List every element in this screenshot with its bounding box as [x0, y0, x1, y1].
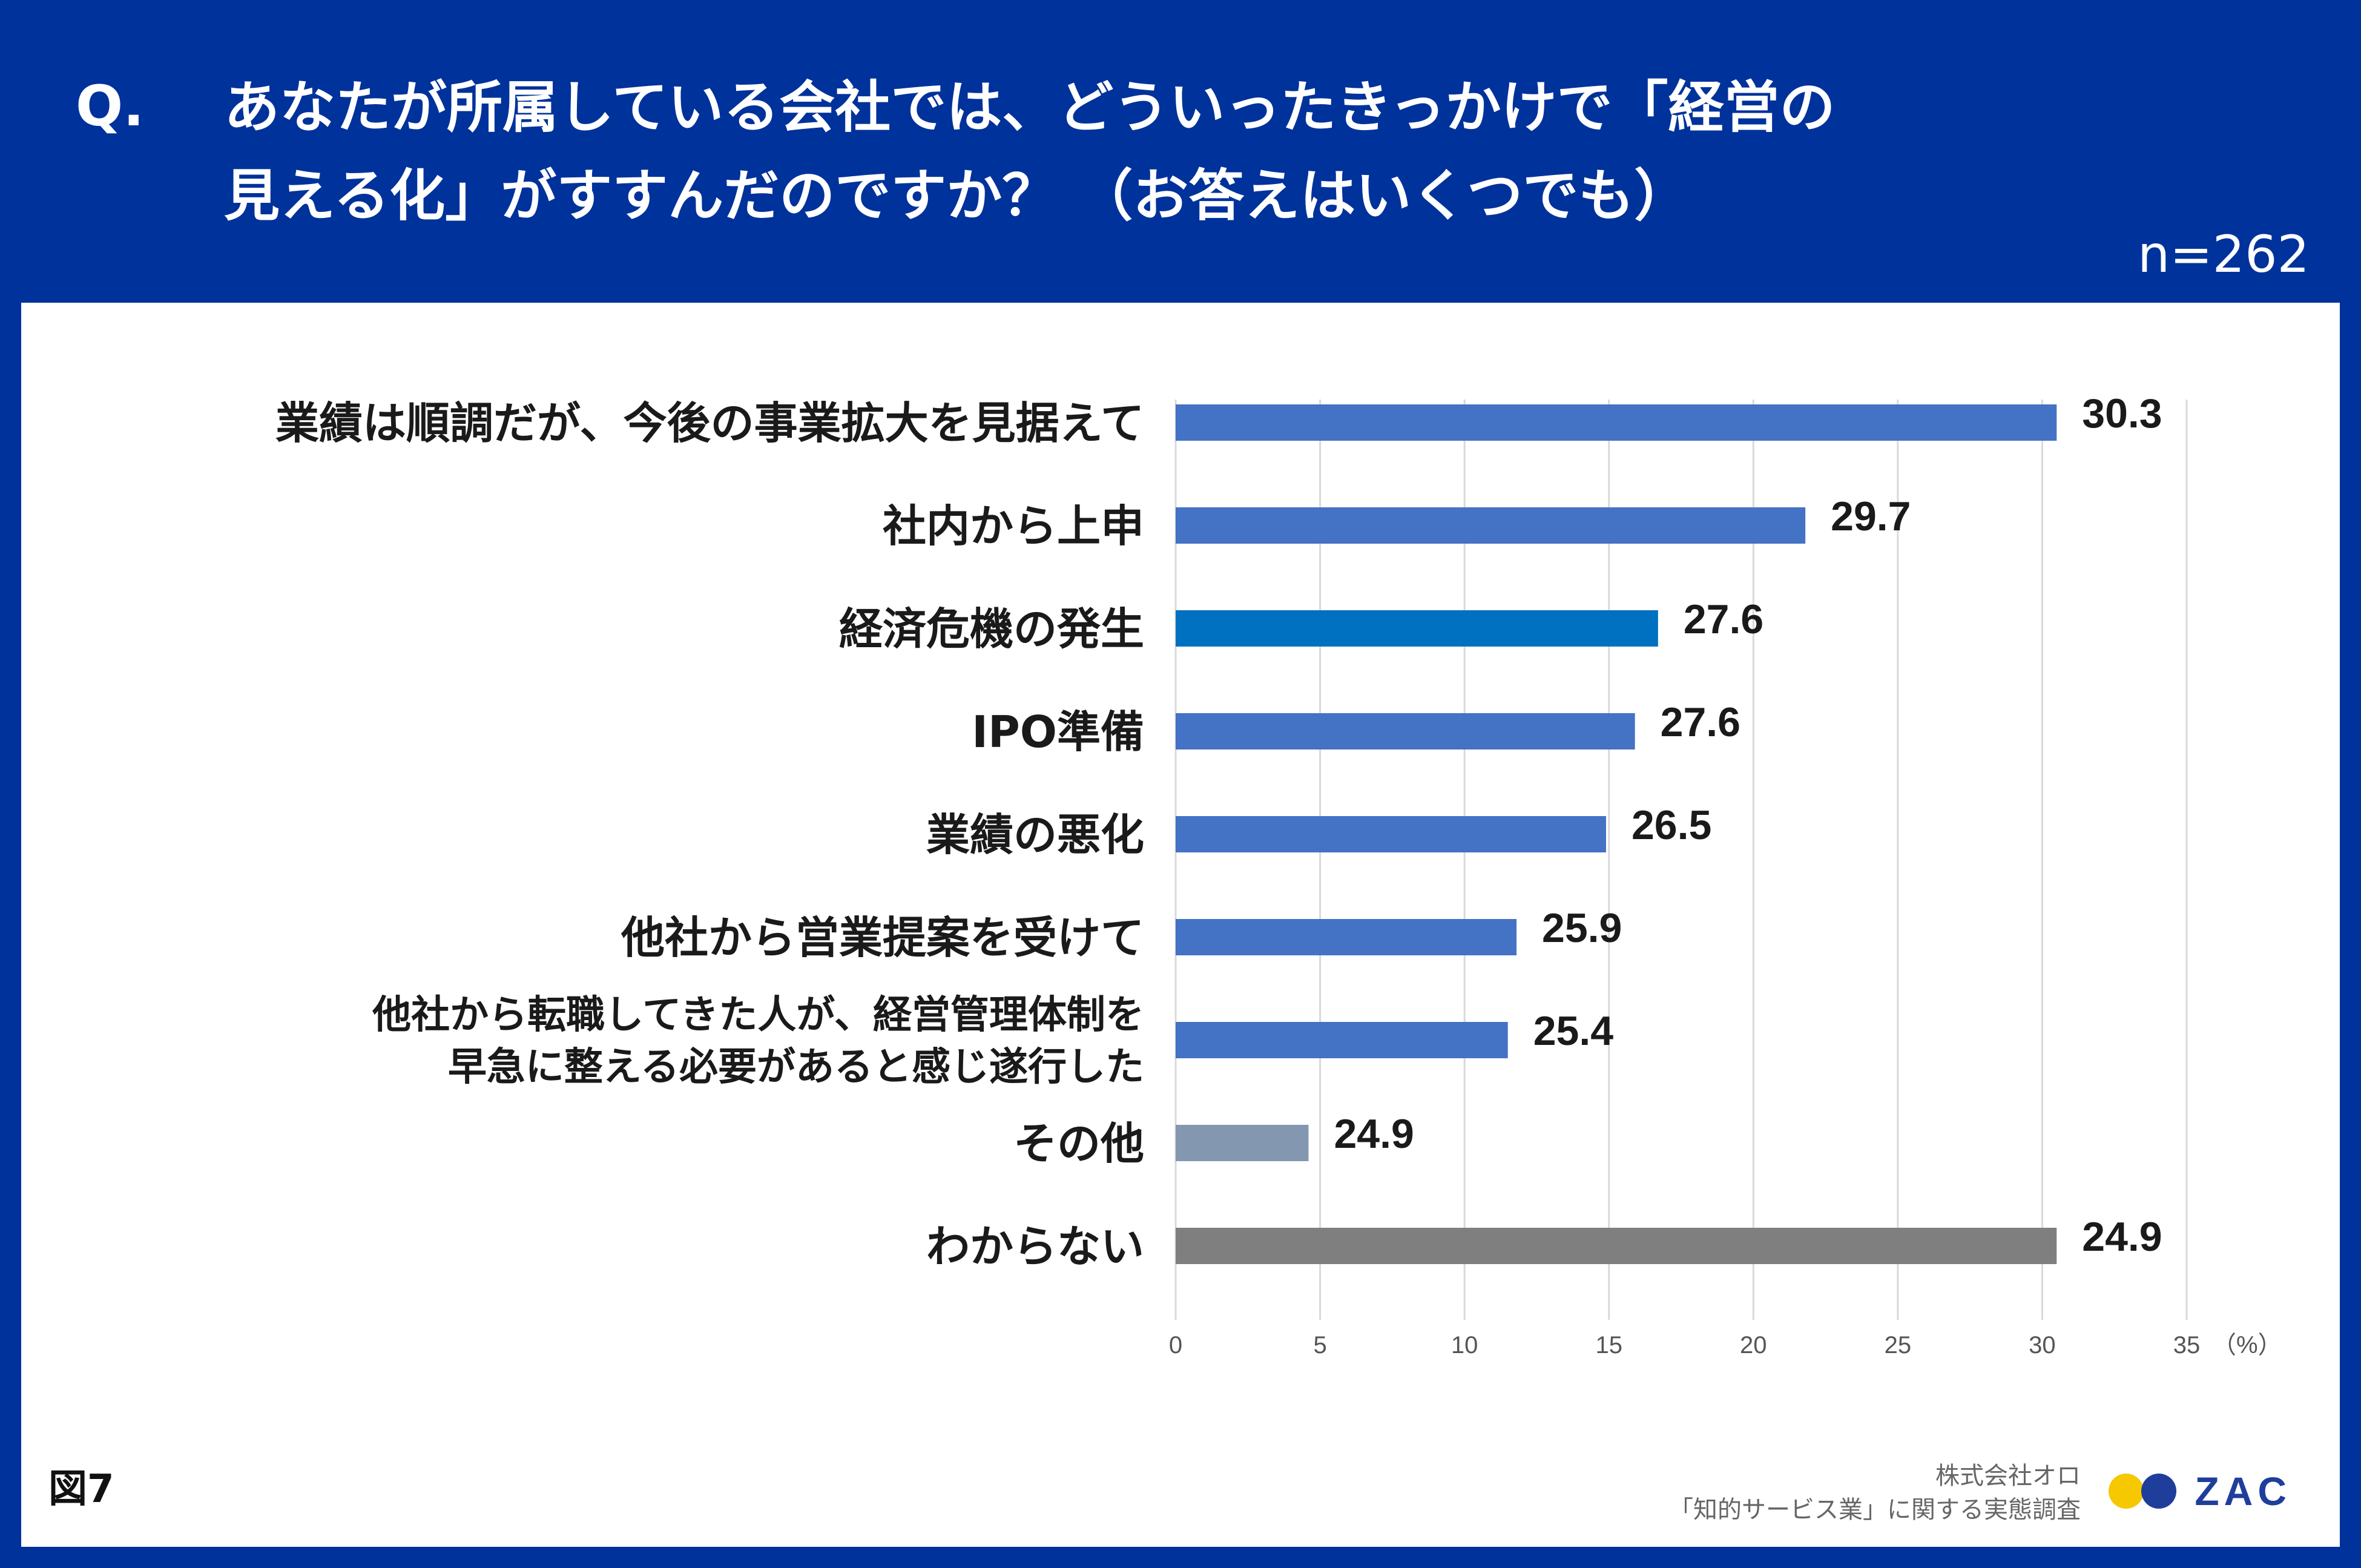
category-label: 他社から営業提案を受けて: [621, 912, 1144, 963]
x-tick-label: 30: [2029, 1332, 2056, 1359]
brand-name: ZAC: [2195, 1469, 2291, 1514]
x-tick-label: 0: [1169, 1332, 1182, 1359]
bar: [1176, 610, 1658, 647]
value-label: 25.9: [1542, 905, 1622, 951]
category-label: わからない: [926, 1221, 1144, 1272]
figure-label: 図7: [48, 1467, 114, 1512]
category-label: 業績の悪化: [926, 809, 1144, 860]
value-label: 24.9: [1334, 1111, 1414, 1157]
bar: [1176, 816, 1606, 852]
value-label: 26.5: [1632, 802, 1711, 848]
bar-chart: 0 5 10 15 20 25 30 35 （%） 業績は順調だが、今後の事業拡大を見据えて 30.…: [275, 390, 2282, 1359]
brand-logo: ZAC: [2109, 1468, 2291, 1514]
question-mark: Q.: [76, 74, 145, 139]
bar: [1176, 404, 2057, 441]
value-label: 27.6: [1661, 699, 1740, 745]
yellow-dot-icon: [2109, 1474, 2144, 1509]
header: Q. あなたが所属している会社では、どういったきっかけで「経営の 見える化」がす…: [0, 0, 2361, 303]
x-tick-label: 20: [1740, 1332, 1767, 1359]
bar: [1176, 1022, 1508, 1058]
x-tick-label: 25: [1885, 1332, 1912, 1359]
chart-panel: 0 5 10 15 20 25 30 35 （%） 業績は順調だが、今後の事業拡大を見据えて 30.…: [21, 303, 2340, 1547]
value-label: 29.7: [1831, 493, 1911, 539]
category-label: その他: [1013, 1118, 1144, 1169]
question-text-line1: あなたが所属している会社では、どういったきっかけで「経営の: [224, 75, 1836, 140]
category-label: IPO準備: [972, 707, 1144, 757]
category-label: 業績は順調だが、今後の事業拡大を見据えて: [275, 398, 1144, 449]
bar: [1176, 1125, 1309, 1161]
blue-dot-icon: [2141, 1474, 2177, 1509]
bar: [1176, 713, 1635, 749]
bar: [1176, 919, 1517, 955]
value-label: 30.3: [2082, 390, 2162, 436]
value-label: 27.6: [1684, 596, 1763, 642]
question-text-line2: 見える化」がすすんだのですか？ （お答えはいくつでも）: [224, 163, 1690, 228]
bar: [1176, 507, 1806, 544]
sample-size: n=262: [2138, 225, 2310, 284]
category-label: 経済危機の発生: [839, 604, 1144, 654]
category-label: 早急に整える必要があると感じ遂行した: [448, 1045, 1144, 1090]
category-label: 他社から転職してきた人が、経営管理体制を: [372, 993, 1144, 1038]
value-label: 25.4: [1533, 1008, 1614, 1054]
x-tick-label: 15: [1595, 1332, 1622, 1359]
source-survey: 「知的サービス業」に関する実態調査: [1669, 1496, 2081, 1524]
bar: [1176, 1228, 2057, 1264]
x-tick-label: 10: [1451, 1332, 1478, 1359]
x-unit-label: （%）: [2212, 1332, 2282, 1359]
source-company: 株式会社オロ: [1935, 1462, 2081, 1490]
category-label: 社内から上申: [883, 501, 1144, 552]
x-tick-label: 5: [1313, 1332, 1326, 1359]
source-note: 株式会社オロ 「知的サービス業」に関する実態調査: [1669, 1459, 2081, 1527]
x-tick-label: 35: [2173, 1332, 2201, 1359]
value-label: 24.9: [2082, 1214, 2162, 1260]
